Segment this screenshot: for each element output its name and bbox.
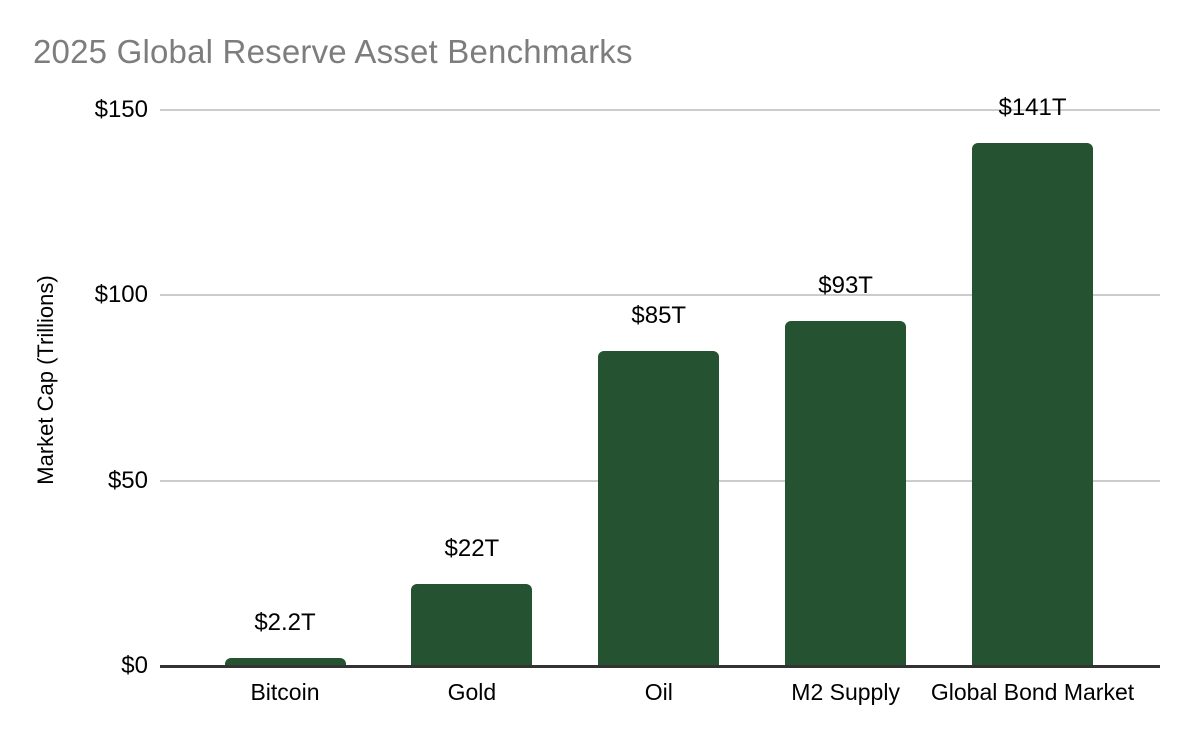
y-tick-label-50: $50: [107, 466, 148, 494]
bar-gold: [411, 584, 533, 666]
bar-oil: [598, 350, 720, 666]
y-tick-label-150: $150: [94, 96, 148, 123]
x-category-label-oil: Oil: [644, 679, 673, 705]
x-category-label-bitcoin: Bitcoin: [250, 679, 320, 705]
y-tick-label-100: $100: [94, 281, 148, 309]
bar-value-label-global-bond-market: $141T: [998, 94, 1067, 122]
x-category-label-gold: Gold: [447, 679, 497, 705]
gridline-100: [160, 294, 1160, 297]
x-category-label-m2-supply: M2 Supply: [791, 679, 900, 705]
chart-title: 2025 Global Reserve Asset Benchmarks: [33, 33, 633, 70]
bar-value-label-m2-supply: $93T: [818, 272, 873, 300]
bar-m2-supply: [785, 321, 907, 666]
bar-value-label-bitcoin: $2.2T: [254, 608, 316, 636]
x-axis-line: [160, 664, 1160, 668]
bar-bitcoin: [224, 657, 346, 666]
bar-value-label-oil: $85T: [631, 301, 687, 329]
gridline-150: [160, 109, 1160, 111]
x-category-label-global-bond-market: Global Bond Market: [930, 679, 1135, 705]
y-tick-label-0: $0: [121, 652, 148, 679]
bar-value-label-gold: $22T: [444, 535, 500, 563]
bar-global-bond-market: [972, 143, 1093, 666]
